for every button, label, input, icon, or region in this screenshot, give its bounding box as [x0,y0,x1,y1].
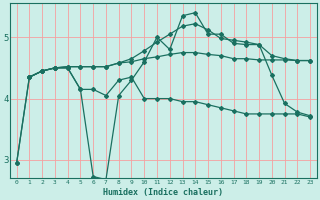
X-axis label: Humidex (Indice chaleur): Humidex (Indice chaleur) [103,188,223,197]
